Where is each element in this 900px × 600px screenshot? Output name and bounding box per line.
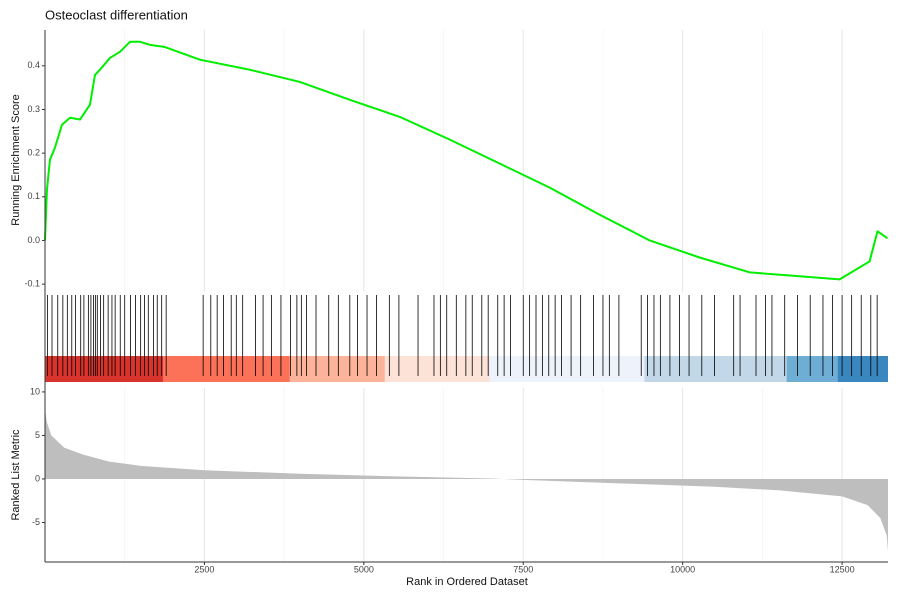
x-tick-label: 5000 — [354, 564, 374, 574]
x-tick-label: 10000 — [670, 564, 695, 574]
metric-area — [45, 409, 888, 552]
x-axis-label: Rank in Ordered Dataset — [406, 576, 528, 588]
y-tick-label: 0.1 — [27, 191, 40, 201]
y-tick-label: -0.1 — [24, 279, 40, 289]
y-tick-label: 5 — [35, 430, 40, 440]
color-band — [162, 356, 290, 382]
color-band — [489, 356, 645, 382]
color-band — [644, 356, 787, 382]
color-band — [786, 356, 838, 382]
y-tick-label: 0.3 — [27, 104, 40, 114]
y-tick-label: -5 — [32, 517, 40, 527]
score-line — [44, 40, 889, 281]
color-band — [384, 356, 490, 382]
y-tick-label: 0.4 — [27, 60, 40, 70]
chart-title: Osteoclast differentiation — [45, 7, 188, 22]
color-band — [289, 356, 385, 382]
color-band — [837, 356, 888, 382]
y-axis-label: Running Enrichment Score — [10, 94, 22, 225]
y-tick-label: 10 — [30, 386, 40, 396]
y-tick-label: 0.2 — [27, 148, 40, 158]
y-tick-label: 0 — [35, 473, 40, 483]
y-tick-label: 0.0 — [27, 235, 40, 245]
x-tick-label: 12500 — [830, 564, 855, 574]
x-tick-label: 7500 — [513, 564, 533, 574]
y-axis-label: Ranked List Metric — [10, 429, 22, 521]
x-tick-label: 2500 — [194, 564, 214, 574]
